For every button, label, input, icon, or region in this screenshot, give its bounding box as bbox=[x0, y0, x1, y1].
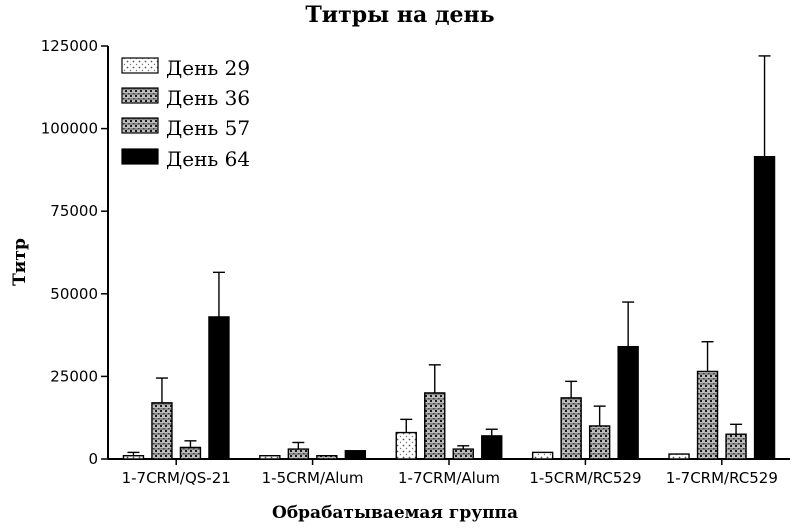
bar bbox=[617, 345, 639, 460]
y-tick-label: 100000 bbox=[41, 120, 98, 138]
bar bbox=[668, 453, 690, 460]
bar bbox=[344, 450, 367, 460]
y-axis-label: Титр bbox=[10, 238, 30, 286]
legend-label-day64: День 64 bbox=[166, 147, 250, 171]
bar bbox=[287, 448, 310, 460]
legend-label-day57: День 57 bbox=[166, 116, 250, 140]
legend-swatch-day36 bbox=[121, 87, 159, 104]
bar bbox=[424, 392, 446, 460]
x-axis-label: Обрабатываемая группа bbox=[272, 503, 518, 523]
x-tick-label: 1-7CRM/QS-21 bbox=[122, 469, 231, 487]
bar bbox=[481, 435, 503, 460]
y-tick-label: 0 bbox=[88, 450, 98, 468]
bars bbox=[122, 55, 776, 460]
bar bbox=[588, 425, 611, 460]
legend-label-day29: День 29 bbox=[166, 56, 250, 80]
bar bbox=[179, 446, 202, 460]
legend-swatch-day57 bbox=[121, 117, 159, 134]
x-tick-label: 1-7CRM/Alum bbox=[398, 469, 500, 487]
legend: День 29 День 36 День 57 День 64 bbox=[121, 56, 250, 171]
bar bbox=[753, 155, 776, 460]
y-tick-label: 75000 bbox=[50, 202, 98, 220]
legend-label-day36: День 36 bbox=[166, 86, 250, 110]
bar bbox=[696, 370, 719, 460]
bar bbox=[725, 433, 747, 460]
y-tick-label: 125000 bbox=[41, 37, 98, 55]
x-tick-label: 1-5CRM/Alum bbox=[262, 469, 364, 487]
bar bbox=[452, 448, 474, 460]
chart-title: Титры на день bbox=[305, 2, 494, 28]
bar bbox=[560, 397, 582, 460]
x-tick-label: 1-5CRM/RC529 bbox=[529, 469, 641, 487]
bar bbox=[122, 454, 145, 460]
bar bbox=[208, 316, 230, 460]
legend-swatch-day64 bbox=[121, 148, 159, 165]
y-tick-label: 25000 bbox=[50, 367, 98, 385]
legend-swatch-day29 bbox=[121, 57, 159, 74]
y-ticks: 0 25000 50000 75000 100000 125000 bbox=[41, 37, 108, 468]
bar bbox=[395, 431, 417, 460]
x-ticks: 1-7CRM/QS-21 1-5CRM/Alum 1-7CRM/Alum 1-5CRM… bbox=[122, 459, 778, 487]
bar bbox=[259, 454, 281, 460]
bar bbox=[151, 402, 173, 460]
bar bbox=[316, 454, 338, 460]
y-tick-label: 50000 bbox=[50, 285, 98, 303]
bar bbox=[531, 451, 554, 460]
x-tick-label: 1-7CRM/RC529 bbox=[666, 469, 778, 487]
